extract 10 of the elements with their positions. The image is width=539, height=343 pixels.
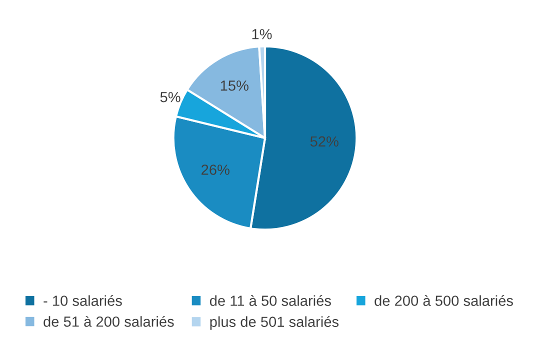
legend-label: de 11 à 50 salariés — [210, 295, 331, 306]
legend-label: plus de 501 salariés — [210, 316, 339, 330]
data-label: 52% — [310, 136, 338, 147]
legend-label: de 51 à 200 salariés — [44, 316, 174, 327]
data-label: 5% — [160, 92, 180, 102]
data-label: 1% — [252, 29, 272, 40]
legend-label: de 200 à 500 salariés — [374, 295, 513, 306]
data-label: 26% — [202, 164, 230, 175]
data-label: 15% — [220, 80, 248, 91]
legend-label: - 10 salariés — [44, 295, 122, 306]
